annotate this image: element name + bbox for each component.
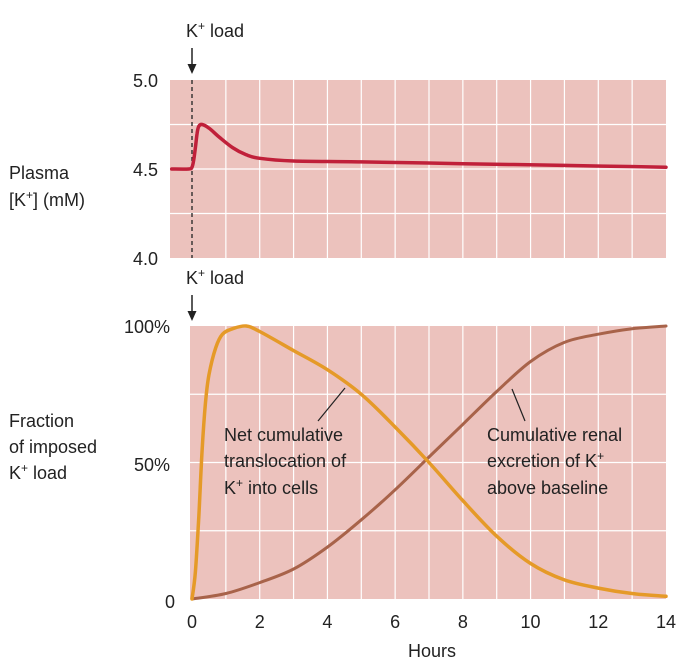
fraction-ylabel-line2: of imposed xyxy=(9,437,97,457)
fraction-ytick-0: 0 xyxy=(165,592,175,612)
fraction-ylabel-line3: K+ load xyxy=(9,461,67,483)
plasma-ylabel-line1: Plasma xyxy=(9,163,70,183)
x-axis-label: Hours xyxy=(408,641,456,661)
x-tick-label: 0 xyxy=(187,612,197,632)
plasma-k-line xyxy=(169,122,668,171)
excretion-annotation-line2: excretion of K+ xyxy=(487,449,604,471)
plasma-ylabel-line2: [K+] (mM) xyxy=(9,188,85,210)
k-load-arrow-top xyxy=(187,48,197,74)
x-tick-label: 14 xyxy=(656,612,676,632)
translocation-annotation-line2: translocation of xyxy=(224,451,347,471)
excretion-leader xyxy=(511,388,526,422)
excretion-annotation-line3: above baseline xyxy=(487,478,608,498)
fraction-ylabel-line1: Fraction xyxy=(9,411,74,431)
translocation-leader xyxy=(317,387,346,422)
excretion-annotation-line1: Cumulative renal xyxy=(487,425,622,445)
fraction-load-chart: Net cumulative translocation of K+ into … xyxy=(9,266,676,661)
translocation-annotation-line1: Net cumulative xyxy=(224,425,343,445)
translocation-annotation-line3: K+ into cells xyxy=(224,476,318,498)
k-load-arrow-bottom xyxy=(187,295,197,321)
x-tick-label: 2 xyxy=(255,612,265,632)
k-load-label-top: K+ load xyxy=(186,19,244,41)
fraction-ytick-50: 50% xyxy=(134,455,170,475)
plasma-grid xyxy=(170,80,666,258)
plasma-ytick-4-0: 4.0 xyxy=(133,249,158,269)
k-load-label-bottom: K+ load xyxy=(186,266,244,288)
x-tick-label: 4 xyxy=(322,612,332,632)
plasma-k-chart: 5.0 4.5 4.0 Plasma [K+] (mM) K+ load xyxy=(9,19,668,269)
renal-excretion-line xyxy=(190,324,668,601)
plasma-ytick-5-0: 5.0 xyxy=(133,71,158,91)
x-tick-label: 6 xyxy=(390,612,400,632)
plasma-ytick-4-5: 4.5 xyxy=(133,160,158,180)
cell-translocation-line xyxy=(190,324,668,601)
x-tick-label: 12 xyxy=(588,612,608,632)
x-tick-labels: 0 2 4 6 8 10 12 14 xyxy=(187,612,676,632)
x-tick-label: 10 xyxy=(521,612,541,632)
x-tick-label: 8 xyxy=(458,612,468,632)
fraction-ytick-100: 100% xyxy=(124,317,170,337)
